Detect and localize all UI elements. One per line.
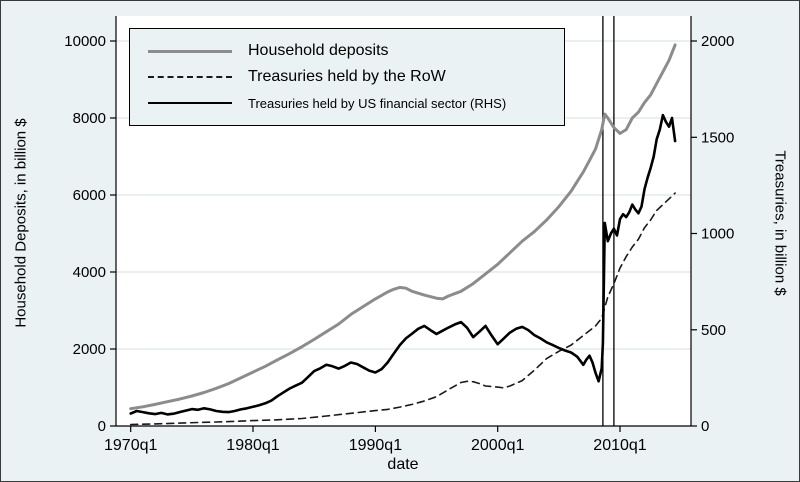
- series-line-0: [129, 43, 677, 411]
- legend-label: Treasuries held by US financial sector (…: [248, 95, 507, 111]
- legend: Household deposits Treasuries held by th…: [129, 28, 565, 126]
- legend-entry-treasuries-row: Treasuries held by the RoW: [130, 64, 564, 90]
- series-line-1: [129, 192, 676, 426]
- y-tick-label-left: 0: [98, 418, 106, 435]
- y-tick-label-right: 500: [701, 322, 726, 339]
- y-tick-label-left: 10000: [64, 33, 106, 50]
- y-tick-label-left: 6000: [73, 187, 106, 204]
- x-tick-label: 2010q1: [593, 437, 646, 454]
- y-tick-label-right: 2000: [701, 33, 734, 50]
- legend-entry-treasuries-us-financial: Treasuries held by US financial sector (…: [130, 90, 564, 116]
- y-tick-label-right: 1000: [701, 226, 734, 243]
- legend-label: Treasuries held by the RoW: [248, 68, 446, 85]
- x-tick-label: 2000q1: [471, 437, 524, 454]
- y-axis-label-left: Household Deposits, in billion $: [12, 118, 30, 328]
- legend-line-sample-treasuries-row: [148, 76, 232, 78]
- legend-label: Household deposits: [248, 42, 389, 59]
- series-line-2: [129, 113, 677, 416]
- legend-entry-household-deposits: Household deposits: [130, 38, 564, 64]
- x-tick-label: 1970q1: [104, 437, 157, 454]
- x-axis-label: date: [387, 456, 419, 473]
- y-tick-label-left: 4000: [73, 264, 106, 281]
- x-tick-label: 1980q1: [226, 437, 279, 454]
- y-tick-label-right: 1500: [701, 129, 734, 146]
- y-tick-label-right: 0: [701, 418, 709, 435]
- y-tick-label-left: 2000: [73, 341, 106, 358]
- legend-line-sample-treasuries-us-financial: [148, 102, 232, 104]
- legend-line-sample-household-deposits: [148, 49, 232, 53]
- x-tick-label: 1990q1: [349, 437, 402, 454]
- y-tick-label-left: 8000: [73, 110, 106, 127]
- y-axis-label-right: Treasuries, in billion $: [771, 150, 789, 296]
